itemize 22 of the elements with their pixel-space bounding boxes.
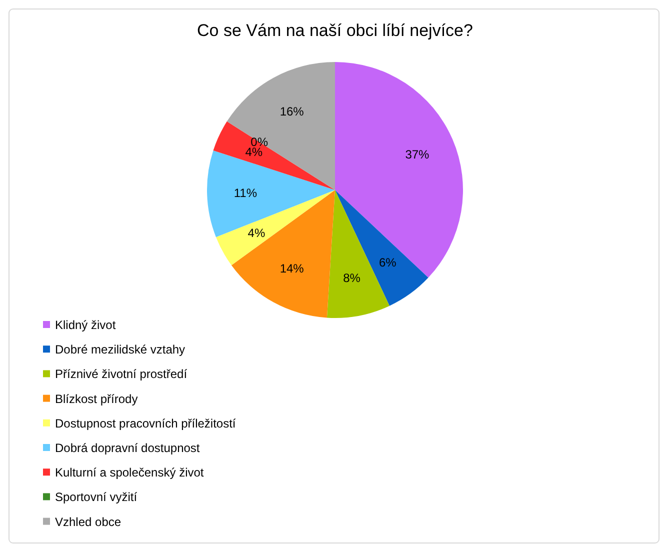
pie-slice (216, 190, 335, 266)
data-label: 8% (343, 271, 361, 286)
data-label: 4% (248, 226, 266, 240)
legend-label: Dobré mezilidské vztahy (55, 342, 186, 357)
data-label: 6% (378, 255, 397, 270)
legend-label: Blízkost přírody (55, 392, 138, 406)
data-label: 14% (280, 262, 304, 276)
pie-slice (226, 62, 335, 190)
legend-label: Vzhled obce (55, 514, 122, 529)
legend-label: Kulturní a společenský život (55, 466, 204, 480)
legend-label: Sportovní vyžití (55, 490, 138, 504)
pie-slice (231, 190, 335, 318)
pie-slice (335, 190, 428, 306)
pie-slice (213, 121, 335, 190)
legend-label: Klidný život (55, 318, 116, 332)
legend-label: Dostupnost pracovních příležitostí (55, 416, 236, 430)
chart-title: Co se Vám na naší obci líbí nejvíce? (197, 21, 473, 40)
data-label: 11% (234, 186, 258, 200)
data-label: 37% (405, 147, 430, 162)
data-label: 16% (280, 104, 304, 118)
legend-label: Dobrá dopravní dostupnost (55, 441, 200, 455)
legend-label: Příznivé životní prostředí (55, 367, 188, 382)
